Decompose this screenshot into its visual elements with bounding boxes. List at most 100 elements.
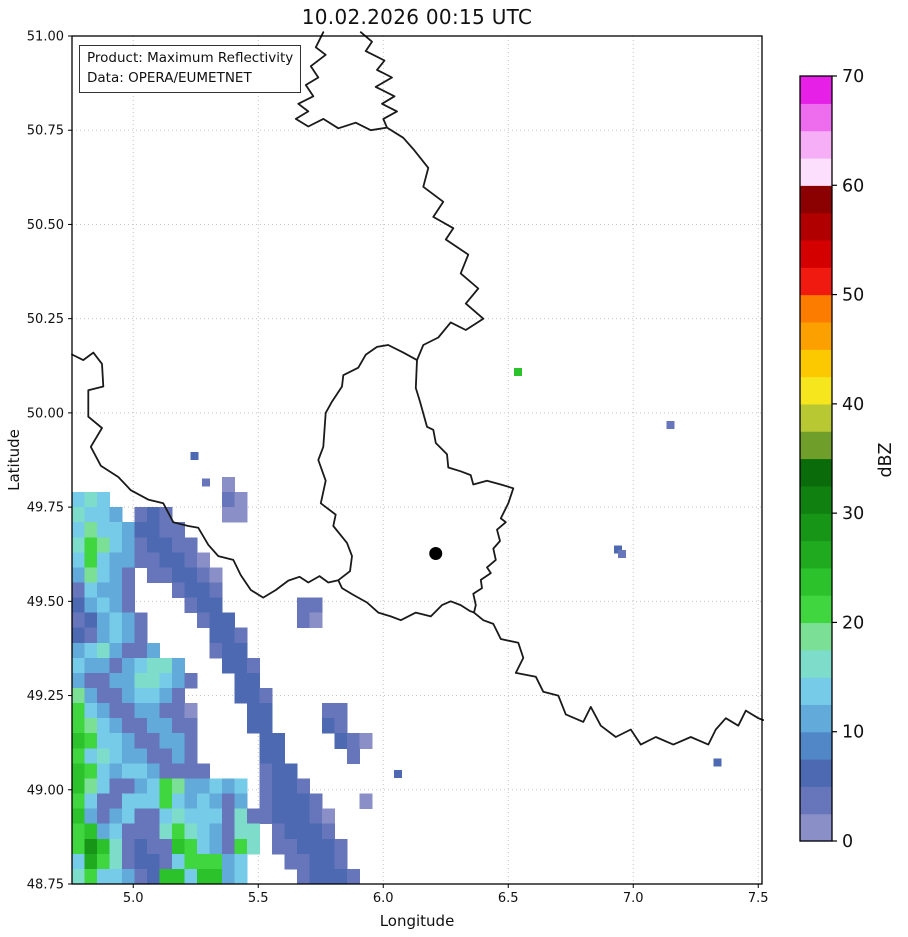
radar-cell xyxy=(184,733,198,749)
radar-cell xyxy=(97,718,110,734)
radar-cell xyxy=(147,703,160,719)
axis-ticks: 5.0 5.5 6.0 6.5 7.0 7.5 48.75 49.00 49.25 49.50 49… xyxy=(27,30,769,907)
radar-cell xyxy=(322,823,335,840)
radar-cell xyxy=(247,838,260,855)
radar-cell xyxy=(222,642,235,659)
radar-cell xyxy=(272,763,285,779)
radar-cell xyxy=(259,763,273,779)
colorbar-tick-label: 30 xyxy=(842,504,864,524)
radar-cell xyxy=(147,718,160,734)
radar-cell xyxy=(247,808,260,825)
radar-cell xyxy=(122,808,135,825)
radar-cell-isolated xyxy=(666,420,675,429)
radar-cell xyxy=(297,597,310,614)
radar-cell xyxy=(172,748,185,764)
x-tick-label: 5.0 xyxy=(123,891,144,906)
radar-cell xyxy=(122,838,135,855)
radar-cell xyxy=(197,597,210,614)
y-tick-label: 50.25 xyxy=(27,312,64,327)
radar-cell xyxy=(172,582,185,599)
radar-cell xyxy=(334,718,348,734)
radar-cell xyxy=(84,718,98,734)
radar-cell xyxy=(109,868,123,885)
radar-cell xyxy=(97,657,110,674)
country-borders xyxy=(71,31,765,746)
y-tick-label: 49.25 xyxy=(27,689,64,704)
radar-cell xyxy=(209,612,223,629)
radar-cell xyxy=(309,793,323,810)
radar-cell xyxy=(84,823,98,840)
radar-cell xyxy=(234,672,248,689)
radar-cell xyxy=(172,688,185,704)
radar-cell xyxy=(259,733,273,749)
radar-cell xyxy=(334,868,348,885)
radar-cell xyxy=(122,778,135,795)
radar-cell xyxy=(272,838,285,855)
radar-cell xyxy=(222,612,235,629)
radar-cell xyxy=(122,582,135,599)
radar-cell xyxy=(109,507,123,523)
radar-cell xyxy=(134,808,148,825)
colorbar-segment xyxy=(800,403,832,432)
colorbar-segment xyxy=(800,76,832,104)
radar-cell xyxy=(184,597,198,614)
radar-cell xyxy=(134,778,148,795)
radar-cell xyxy=(172,718,185,734)
y-tick-label: 50.75 xyxy=(27,124,64,139)
radar-cell xyxy=(172,552,185,568)
radar-cell xyxy=(109,763,123,779)
radar-cell xyxy=(97,778,110,795)
radar-cell xyxy=(322,718,335,734)
radar-cell xyxy=(222,476,235,493)
radar-cell xyxy=(147,507,160,523)
radar-cell xyxy=(97,853,110,870)
radar-cell xyxy=(172,672,185,689)
radar-cell xyxy=(84,748,98,764)
radar-cell xyxy=(222,808,235,825)
radar-cell xyxy=(84,853,98,870)
radar-cell-isolated xyxy=(201,478,210,487)
country-border xyxy=(317,344,515,622)
radar-cell xyxy=(109,778,123,795)
radar-cell xyxy=(72,657,85,674)
product-line: Product: Maximum Reflectivity xyxy=(87,50,294,66)
colorbar-segment xyxy=(800,212,832,241)
radar-cell xyxy=(122,537,135,553)
country-border xyxy=(359,31,398,129)
colorbar-segment xyxy=(800,677,832,705)
colorbar-segment xyxy=(800,349,832,378)
radar-cell xyxy=(97,808,110,825)
colorbar-segment xyxy=(800,130,832,159)
radar-cell xyxy=(134,718,148,734)
y-tick-label: 50.00 xyxy=(27,406,64,421)
colorbar-segment xyxy=(800,595,832,624)
radar-cell xyxy=(109,853,123,870)
radar-cell xyxy=(84,793,98,810)
radar-cell xyxy=(159,808,173,825)
radar-cell xyxy=(284,778,298,795)
radar-cell xyxy=(272,823,285,840)
radar-cell xyxy=(97,507,110,523)
colorbar-segment xyxy=(800,622,832,651)
radar-cell xyxy=(134,657,148,674)
radar-cell xyxy=(222,868,235,885)
radar-cell xyxy=(109,823,123,840)
radar-cell xyxy=(197,838,210,855)
radar-cell xyxy=(272,808,285,825)
y-tick-label: 49.00 xyxy=(27,783,64,798)
radar-cell xyxy=(134,612,148,629)
radar-cell xyxy=(84,657,98,674)
radar-cell xyxy=(159,507,173,523)
radar-cell xyxy=(209,868,223,885)
radar-cell xyxy=(209,642,223,659)
radar-cell xyxy=(309,853,323,870)
radar-cell xyxy=(159,778,173,795)
radar-cell xyxy=(297,868,310,885)
radar-cell xyxy=(159,537,173,553)
radar-cell xyxy=(147,793,160,810)
radar-cell xyxy=(97,567,110,583)
radar-cell xyxy=(147,537,160,553)
radar-cell xyxy=(72,552,85,568)
radar-cell xyxy=(172,703,185,719)
country-border xyxy=(71,351,340,599)
